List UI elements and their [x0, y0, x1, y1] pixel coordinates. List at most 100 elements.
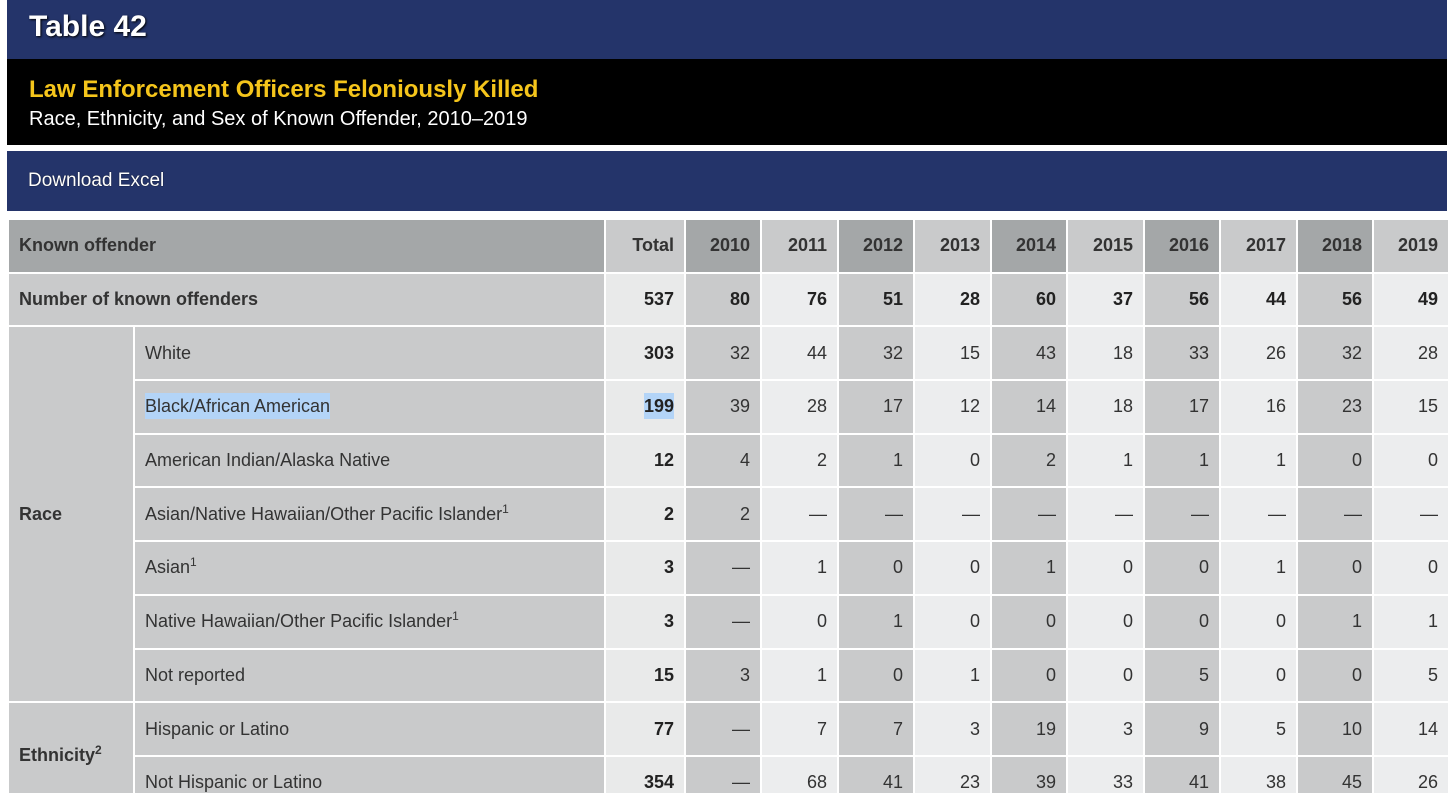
year-cell: 14: [1372, 701, 1450, 757]
year-cell: 23: [913, 754, 992, 793]
year-cell: —: [990, 486, 1068, 543]
row-label: American Indian/Alaska Native: [133, 432, 606, 489]
year-cell: 28: [760, 379, 839, 435]
year-cell: 19: [990, 701, 1068, 757]
row-label: Hispanic or Latino: [133, 701, 606, 757]
year-cell: 23: [1296, 379, 1374, 435]
year-cell: 1: [1066, 432, 1145, 489]
year-cell: 9: [1143, 701, 1221, 757]
row-total-value: 354: [643, 772, 674, 793]
row-label: Asian/Native Hawaiian/Other Pacific Isla…: [133, 486, 606, 543]
year-cell: 0: [1066, 647, 1145, 704]
summary-year-cell: 44: [1219, 271, 1298, 328]
row-label: Asian1: [133, 540, 606, 596]
year-cell: 1: [1219, 432, 1298, 489]
row-label: Native Hawaiian/Other Pacific Islander1: [133, 593, 606, 650]
row-total-cell: 12: [604, 432, 686, 489]
summary-label: Number of known offenders: [7, 271, 606, 328]
footnote-marker[interactable]: 1: [190, 555, 197, 570]
row-total-cell: 77: [604, 701, 686, 757]
table-header: Known offender Total 2010 2011 2012 2013 201…: [7, 218, 1450, 274]
year-cell: 5: [1143, 647, 1221, 704]
row-total-cell: 2: [604, 486, 686, 543]
row-label-text: Asian: [145, 557, 191, 578]
year-cell: 0: [1296, 540, 1374, 596]
table-row: Native Hawaiian/Other Pacific Islander1 3…: [8, 593, 1450, 650]
year-cell: —: [837, 486, 915, 543]
year-cell: 18: [1066, 379, 1145, 435]
row-label: Not Hispanic or Latino: [133, 754, 606, 793]
footnote-marker[interactable]: 2: [95, 743, 102, 758]
summary-year-cell: 51: [837, 271, 915, 328]
year-cell: 44: [760, 325, 839, 382]
year-cell: 1: [1296, 593, 1374, 650]
summary-year-cell: 60: [990, 271, 1068, 328]
year-cell: 7: [837, 701, 915, 757]
row-total-cell: 3: [604, 593, 686, 650]
year-cell: 0: [913, 593, 992, 650]
year-cell: 33: [1143, 325, 1221, 382]
year-cell: 41: [837, 754, 915, 793]
year-cell: 32: [837, 325, 915, 382]
table-subheading: Race, Ethnicity, and Sex of Known Offend…: [29, 108, 528, 130]
year-cell: —: [684, 540, 762, 596]
row-label-text: Not Hispanic or Latino: [145, 772, 323, 793]
year-cell: —: [684, 754, 762, 793]
row-total-cell: 354: [604, 754, 686, 793]
year-cell: —: [684, 593, 762, 650]
row-total-value: 12: [653, 450, 674, 471]
year-cell: 1: [913, 647, 992, 704]
year-cell: 0: [1219, 593, 1298, 650]
footnote-marker[interactable]: 1: [502, 501, 509, 516]
year-cell: 1: [1372, 593, 1450, 650]
table-row: Race White 303 32 44 32 15 43 18 33 26 32 28: [7, 325, 1450, 704]
download-excel-link[interactable]: Download Excel: [28, 170, 165, 191]
year-cell: 2: [990, 432, 1068, 489]
year-cell: 10: [1296, 701, 1374, 757]
table-header-row: Known offender Total 2010 2011 2012 2013 201…: [7, 218, 1450, 274]
row-label-text: Black/African American: [145, 393, 331, 420]
header-year-2017: 2017: [1219, 218, 1298, 274]
row-label-text: White: [145, 342, 192, 363]
year-cell: 17: [1143, 379, 1221, 435]
year-cell: 39: [684, 379, 762, 435]
group-label-race: Race: [7, 325, 135, 704]
row-label: Black/African American: [133, 379, 606, 435]
row-label: Not reported: [133, 647, 606, 704]
year-cell: 43: [990, 325, 1068, 382]
year-cell: 5: [1372, 647, 1450, 704]
row-total-value: 199: [643, 393, 674, 420]
year-cell: 0: [1143, 593, 1221, 650]
year-cell: 12: [913, 379, 992, 435]
year-cell: 15: [1372, 379, 1450, 435]
row-total-cell: 199: [604, 379, 686, 435]
table-row: Asian1 3—1 0 0 1 0 0 1 0 0: [8, 540, 1450, 596]
header-year-2012: 2012: [837, 218, 915, 274]
row-label-text: Native Hawaiian/Other Pacific Islander: [145, 611, 453, 632]
row-total-cell: 303: [604, 325, 686, 382]
year-cell: 28: [1372, 325, 1450, 382]
year-cell: 0: [913, 432, 992, 489]
summary-year-cell: 76: [760, 271, 839, 328]
footnote-marker[interactable]: 1: [452, 609, 459, 624]
year-cell: 4: [684, 432, 762, 489]
year-cell: 0: [1296, 647, 1374, 704]
row-total-value: 2: [663, 503, 674, 524]
summary-year-cell: 56: [1296, 271, 1374, 328]
row-label-text: Hispanic or Latino: [145, 718, 290, 739]
year-cell: 33: [1066, 754, 1145, 793]
year-cell: 3: [913, 701, 992, 757]
table-row: Asian/Native Hawaiian/Other Pacific Isla…: [8, 486, 1450, 543]
row-total-value: 77: [653, 718, 674, 739]
row-label-text: American Indian/Alaska Native: [145, 450, 391, 471]
year-cell: —: [1066, 486, 1145, 543]
year-cell: 0: [837, 540, 915, 596]
summary-year-cell: 56: [1143, 271, 1221, 328]
year-cell: —: [760, 486, 839, 543]
table-number-bar: Table 42: [7, 0, 1447, 59]
row-label-text: Asian/Native Hawaiian/Other Pacific Isla…: [145, 503, 503, 524]
table-row: Not reported 15 3 1 0 1 0 0 5 0 0 5: [8, 647, 1450, 704]
year-cell: 0: [990, 593, 1068, 650]
year-cell: 5: [1219, 701, 1298, 757]
header-total: Total: [604, 218, 686, 274]
